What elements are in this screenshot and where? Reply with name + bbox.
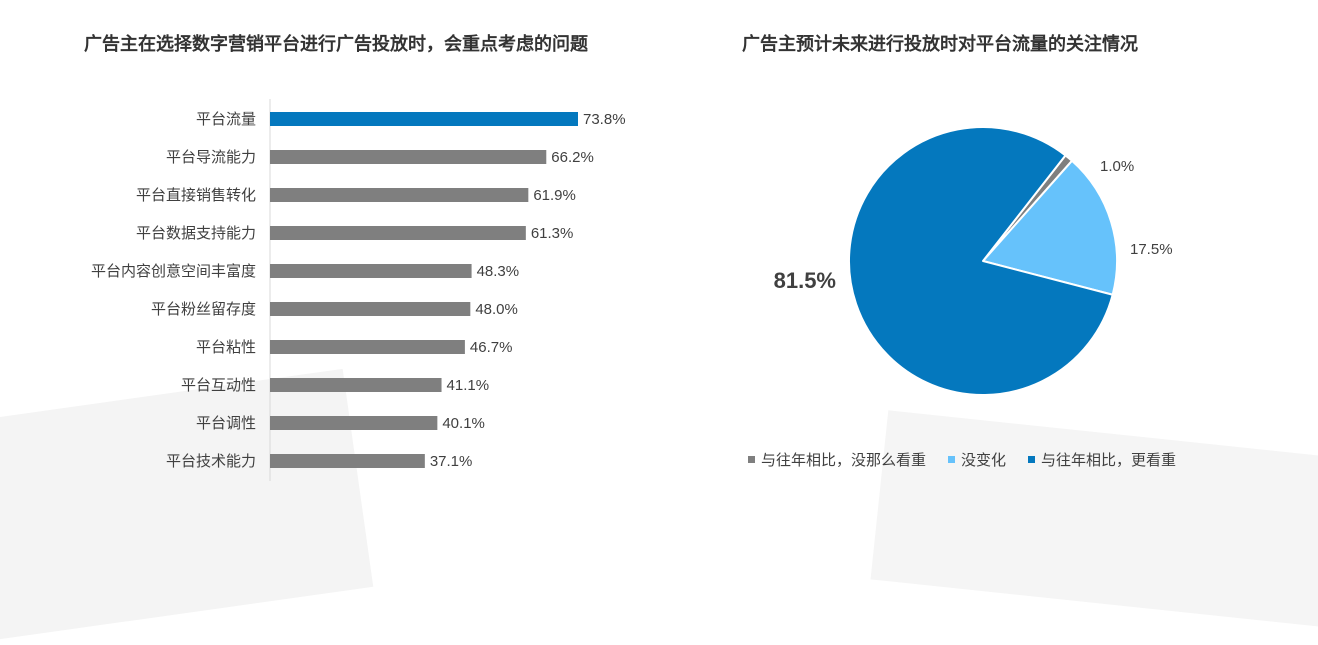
category-label: 平台流量: [196, 110, 256, 128]
category-label: 平台直接销售转化: [136, 186, 256, 204]
value-label: 46.7%: [470, 339, 513, 356]
legend-swatch: [1028, 456, 1036, 463]
category-label: 平台技术能力: [166, 452, 256, 470]
legend-label: 与往年相比，没那么看重: [761, 451, 927, 469]
category-label: 平台数据支持能力: [136, 224, 256, 242]
value-label: 48.3%: [477, 263, 520, 280]
category-label: 平台内容创意空间丰富度: [91, 262, 256, 280]
bar: [270, 188, 529, 202]
value-label: 41.1%: [447, 377, 490, 394]
bar: [270, 112, 578, 126]
pie-chart: 1.0% 17.5% 81.5%: [774, 126, 1173, 396]
category-label: 平台调性: [196, 414, 256, 432]
legend-swatch: [948, 456, 956, 463]
bar-chart: 平台流量 73.8% 平台导流能力 66.2% 平台直接销售转化 61.9% 平台数据支持能…: [91, 99, 626, 481]
bar: [270, 416, 438, 430]
pie-value-label: 17.5%: [1130, 241, 1173, 258]
value-label: 48.0%: [475, 301, 518, 318]
bar: [270, 302, 471, 316]
legend-label: 与往年相比，更看重: [1041, 451, 1177, 469]
legend-item: 与往年相比，没那么看重: [748, 449, 926, 470]
value-label: 73.8%: [583, 111, 626, 128]
value-label: 37.1%: [430, 453, 473, 470]
category-label: 平台互动性: [181, 376, 256, 394]
bar: [270, 340, 465, 354]
pie-legend: 与往年相比，没那么看重 没变化 与往年相比，更看重: [748, 449, 1176, 470]
bar: [270, 378, 442, 392]
pie-slice: [848, 126, 1114, 396]
bar: [270, 264, 472, 278]
category-label: 平台粉丝留存度: [151, 300, 256, 318]
value-label: 66.2%: [551, 149, 594, 166]
value-label: 61.3%: [531, 225, 574, 242]
pie-value-label: 1.0%: [1100, 158, 1134, 175]
legend-label: 没变化: [961, 451, 1007, 469]
legend-item: 与往年相比，更看重: [1028, 449, 1176, 470]
value-label: 61.9%: [533, 187, 576, 204]
bar-chart-title: 广告主在选择数字营销平台进行广告投放时，会重点考虑的问题: [84, 34, 588, 55]
bar: [270, 226, 526, 240]
legend-item: 没变化: [948, 449, 1006, 470]
legend-swatch: [748, 456, 755, 463]
pie-slice: [982, 159, 1118, 296]
category-label: 平台导流能力: [166, 148, 256, 166]
pie-value-label: 81.5%: [774, 268, 836, 293]
pie-chart-title: 广告主预计未来进行投放时对平台流量的关注情况: [742, 34, 1138, 55]
value-label: 40.1%: [442, 415, 485, 432]
bar: [270, 150, 547, 164]
category-label: 平台粘性: [196, 338, 256, 356]
bar: [270, 454, 425, 468]
